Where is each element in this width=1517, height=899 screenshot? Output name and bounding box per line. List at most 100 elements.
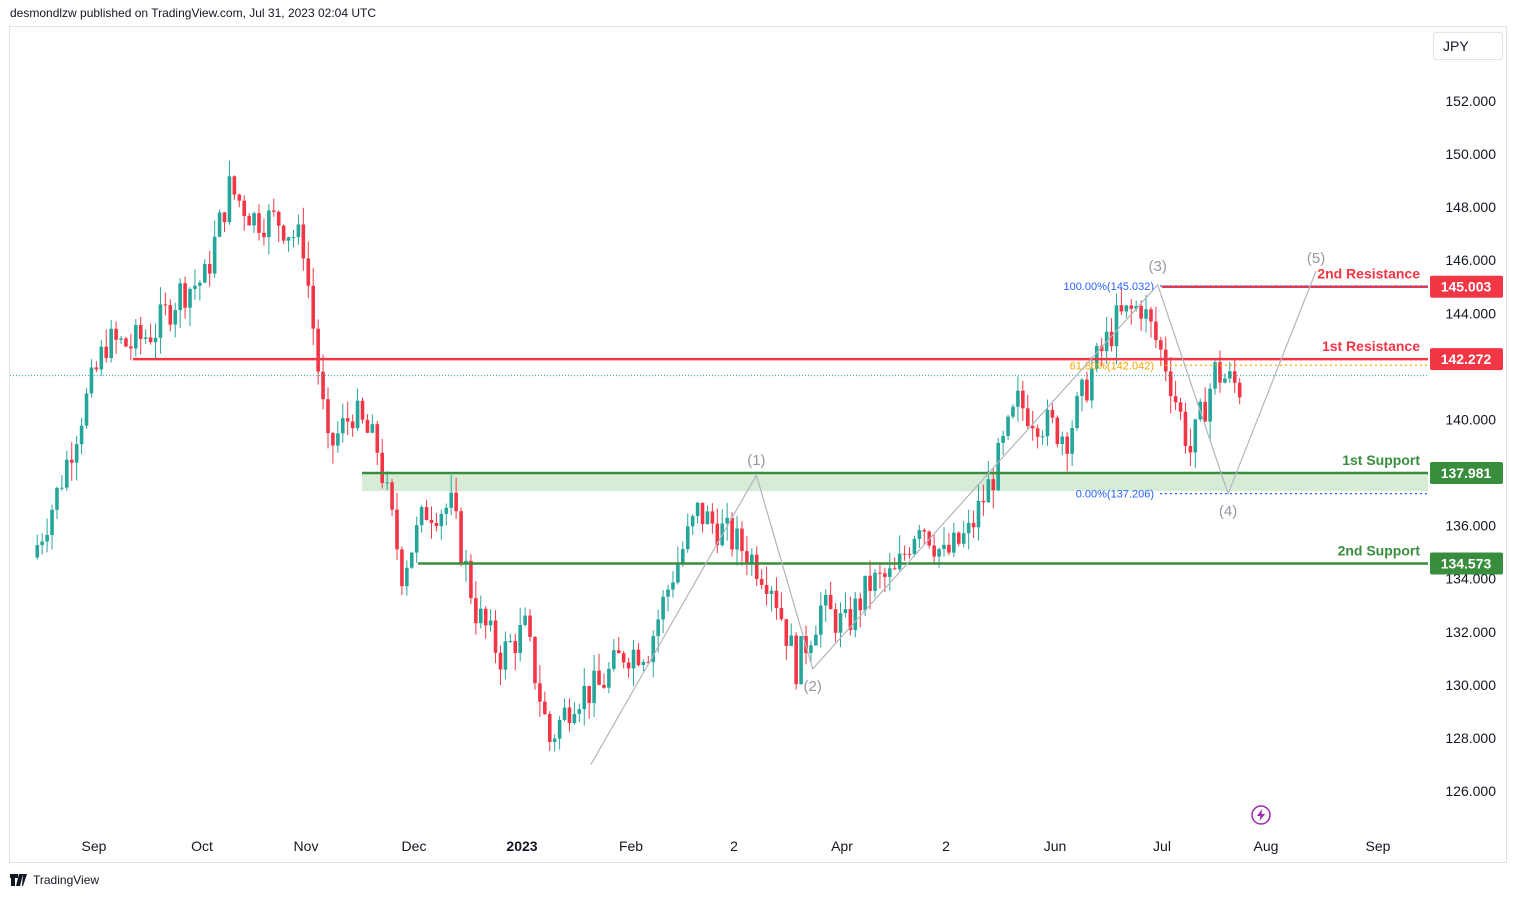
- candle-body: [646, 661, 651, 663]
- candle-body: [1099, 345, 1104, 352]
- price-tag: [1430, 348, 1503, 371]
- axes-layer: 152.000 150.000 148.000 146.000 144.000 140.0…: [82, 93, 1497, 854]
- price-tag-text: 142.272: [1441, 351, 1492, 367]
- candle-body: [996, 442, 1001, 491]
- candle-body: [134, 325, 138, 349]
- candle-body: [276, 211, 281, 226]
- candle-body: [956, 532, 961, 544]
- candle-body: [217, 212, 222, 237]
- candle-body: [1159, 340, 1163, 350]
- lightning-icon[interactable]: [1251, 805, 1271, 825]
- candle-body: [1075, 396, 1079, 428]
- elliott-wave-path: [590, 270, 1317, 765]
- candle-body: [892, 568, 897, 570]
- candle-body: [947, 544, 951, 553]
- candle-body: [271, 210, 276, 212]
- price-tag: [1430, 552, 1503, 575]
- candle-body: [237, 194, 242, 201]
- candle-body: [858, 598, 863, 611]
- candle-body: [878, 572, 882, 574]
- candle-body: [1021, 390, 1025, 409]
- candle-body: [252, 213, 256, 226]
- candle-body: [883, 573, 887, 577]
- candle-body: [232, 176, 237, 195]
- level-label: 2nd Resistance: [1317, 266, 1420, 282]
- candle-body: [690, 516, 695, 527]
- candle-body: [552, 738, 557, 742]
- candle-body: [1055, 417, 1060, 445]
- candle-body: [952, 532, 956, 553]
- candle-body: [621, 653, 626, 663]
- support-zone-layer: [362, 473, 1428, 492]
- candle-body: [533, 636, 537, 684]
- candle-body: [449, 492, 453, 508]
- candle-body: [424, 507, 429, 520]
- y-tick-label: 144.000: [1445, 305, 1496, 321]
- candle-body: [119, 338, 123, 340]
- candle-body: [370, 424, 375, 433]
- candle-body: [311, 285, 316, 329]
- candle-body: [809, 645, 813, 654]
- candle-body: [730, 517, 734, 550]
- candle-body: [45, 534, 49, 542]
- candle-body: [474, 598, 478, 624]
- candle-body: [1035, 428, 1040, 437]
- candle-body: [725, 517, 729, 524]
- candle-body: [212, 236, 217, 274]
- y-tick-label: 152.000: [1445, 93, 1496, 109]
- candle-body: [1040, 436, 1045, 438]
- x-tick-label: 2023: [506, 838, 537, 854]
- candle-body: [109, 328, 113, 359]
- candle-body: [301, 224, 306, 259]
- candle-body: [592, 670, 596, 704]
- candle-body: [1060, 436, 1065, 445]
- candle-body: [40, 541, 44, 546]
- price-tag-text: 134.573: [1441, 555, 1492, 571]
- candle-body: [498, 652, 503, 670]
- candle-body: [1090, 368, 1094, 401]
- candle-body: [735, 528, 739, 550]
- candle-body: [685, 526, 690, 550]
- candle-body: [375, 424, 380, 453]
- candle-body: [641, 661, 646, 666]
- level-label: 2nd Support: [1338, 542, 1421, 558]
- candle-body: [961, 533, 966, 544]
- candle-body: [784, 619, 789, 646]
- price-tag-text: 145.003: [1441, 279, 1492, 295]
- candle-body: [1016, 390, 1020, 407]
- candle-body: [1045, 409, 1050, 437]
- candle-body: [843, 609, 848, 614]
- candle-body: [114, 328, 118, 340]
- candle-body: [454, 492, 458, 512]
- candle-body: [710, 511, 715, 524]
- candle-body: [754, 554, 759, 580]
- candle-body: [1232, 371, 1237, 383]
- currency-selector[interactable]: JPY: [1433, 32, 1503, 60]
- candle-body: [1011, 406, 1015, 417]
- candle-body: [291, 237, 296, 239]
- candle-body: [814, 634, 818, 646]
- candle-body: [538, 683, 542, 702]
- candle-body: [1178, 402, 1183, 412]
- candle-body: [168, 305, 173, 325]
- candle-body: [257, 213, 261, 233]
- candle-body: [84, 393, 89, 426]
- x-tick-label: Dec: [402, 838, 427, 854]
- candle-body: [345, 418, 350, 422]
- candle-body: [355, 400, 360, 429]
- x-tick-label: Feb: [619, 838, 643, 854]
- candle-body: [740, 528, 744, 552]
- candle-body: [745, 551, 749, 565]
- candle-body: [247, 216, 251, 226]
- candle-body: [1228, 371, 1232, 379]
- x-tick-label: Sep: [1366, 838, 1391, 854]
- candle-body: [469, 560, 473, 599]
- tradingview-logo-icon: [10, 874, 27, 886]
- candle-body: [528, 615, 532, 637]
- candle-body: [267, 210, 271, 238]
- price-tag: [1430, 275, 1503, 298]
- x-tick-label: 2: [942, 838, 950, 854]
- fib-label: 61.80%(142.042): [1070, 360, 1154, 372]
- candle-body: [153, 337, 158, 343]
